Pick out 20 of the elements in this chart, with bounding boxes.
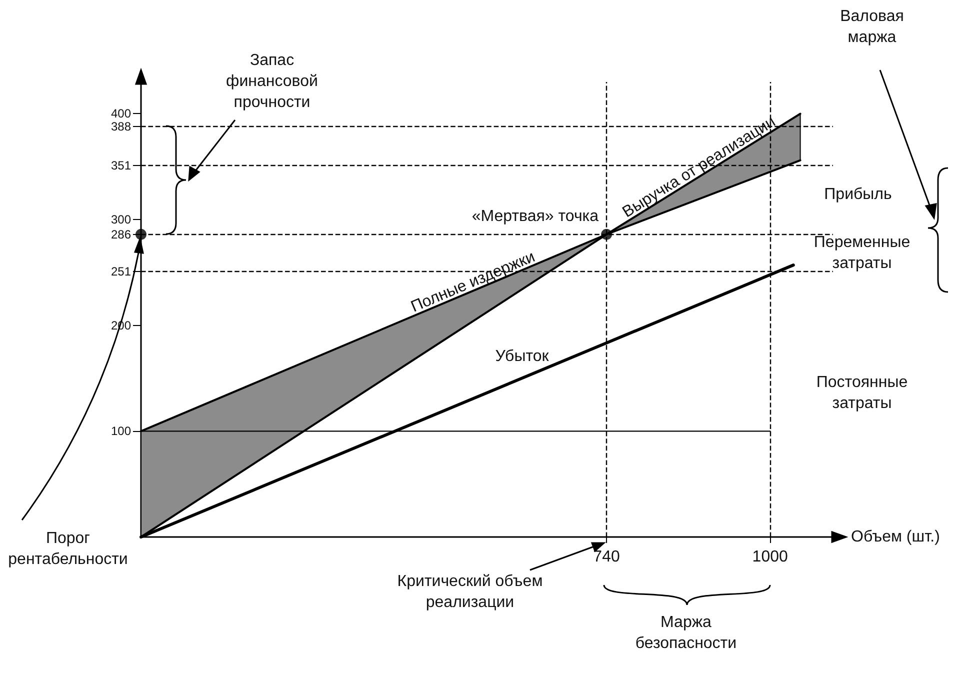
y-tick-label: 400 [110,106,132,121]
annotation: Постоянные затраты [816,374,908,412]
y-tick-label: 351 [110,158,132,173]
x-tick-label: 1000 [752,548,788,566]
text: Критический объем реализации [397,573,543,611]
annotation: Запас финансовой прочности [226,52,318,111]
x-tick-label: 740 [593,548,620,566]
text: Валовая маржа [840,8,904,46]
x-axis-title: Объем (шт.) [851,528,940,546]
annotation: «Мертвая» точка [472,208,599,225]
y-tick-label: 300 [110,212,132,227]
y-tick-label: 286 [110,227,132,242]
text: Порог рентабельности [8,530,128,568]
annotation: Прибыль [824,186,892,203]
y-tick-label: 388 [110,119,132,134]
y-tick-label: 251 [110,264,132,278]
text: Маржа безопасности [635,614,737,652]
y-tick-label: 100 [110,424,132,438]
annotation: Убыток [495,348,550,365]
annotation: Переменные затраты [814,234,910,272]
